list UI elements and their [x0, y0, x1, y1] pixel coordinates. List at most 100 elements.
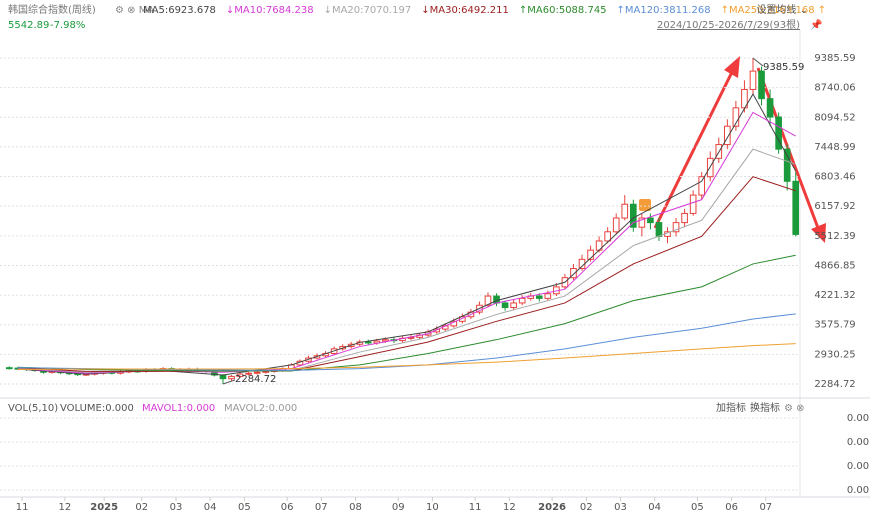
volume-tick-label: 0.00: [847, 461, 869, 472]
candle-body: [638, 217, 646, 228]
trend-arrows: [653, 56, 826, 243]
annotation-line: [222, 379, 236, 385]
candle-body: [655, 222, 663, 237]
legend-item: ↓MA10:7684.238: [226, 5, 314, 16]
candle-body: [792, 180, 800, 235]
y-tick-label: 6803.46: [814, 172, 855, 183]
low-annotation: 2284.72: [235, 374, 276, 385]
candle-body: [758, 70, 765, 100]
legend-item: MA5:6923.678: [143, 5, 216, 16]
chart-title: 韩国综合指数(周线): [8, 3, 96, 16]
pin-icon[interactable]: 📌: [810, 18, 823, 31]
volume-item: MAVOL1:0.000: [142, 403, 215, 414]
candle-body: [236, 373, 244, 377]
candle-body: [433, 328, 441, 333]
y-tick-label: 5512.39: [814, 231, 855, 242]
annotation-line: [752, 57, 764, 67]
y-tick-label: 2284.72: [814, 379, 855, 390]
candle-body: [570, 268, 577, 279]
last-price: 5542.89: [8, 20, 49, 31]
x-tick-label: 11: [16, 502, 29, 513]
x-tick-label: 02: [135, 502, 148, 513]
x-tick-label: 05: [238, 502, 251, 513]
y-tick-label: 4221.32: [814, 290, 855, 301]
legend-item: ↑MA250:3163.168 ↑: [721, 5, 827, 16]
x-tick-label: 04: [648, 502, 661, 513]
plot: 9385.59 8740.06 8094.52 7448.99 6803.46 6157.…: [0, 53, 869, 513]
candle-body: [647, 217, 654, 224]
candle-body: [587, 249, 594, 260]
y-tick-label: 3575.79: [814, 320, 855, 331]
x-tick-label: 12: [58, 502, 71, 513]
x-tick-label: 09: [392, 502, 405, 513]
pane-icons[interactable]: ⚙ ⊗: [784, 403, 805, 414]
ma-line: [17, 254, 796, 372]
legend-item: ↓MA30:6492.211: [421, 5, 509, 16]
candle-body: [724, 125, 731, 146]
add-indicator[interactable]: 加指标: [716, 401, 746, 414]
candle-body: [484, 295, 492, 306]
x-tick-label: 08: [349, 502, 362, 513]
high-annotation: 9385.59: [763, 62, 804, 73]
x-tick-label: 2025: [90, 502, 118, 513]
x-tick-label: 06: [725, 502, 738, 513]
legend-item: ↓MA20:7070.197: [324, 5, 412, 16]
up-arrow-head: [724, 56, 740, 78]
candle-body: [766, 98, 774, 118]
y-tick-label: 6157.92: [814, 201, 855, 212]
down-arrow: [756, 67, 820, 229]
candle-body: [253, 371, 261, 374]
x-tick-label: 04: [204, 502, 217, 513]
y-tick-label: 9385.59: [814, 53, 855, 64]
candle-body: [228, 375, 235, 380]
legend: MA5:6923.678 ↓MA10:7684.238 ↓MA20:7070.197…: [143, 5, 826, 16]
candle-body: [621, 203, 629, 219]
x-tick-label: 12: [503, 502, 516, 513]
candle-body: [518, 297, 526, 304]
x-tick-label: 07: [315, 502, 328, 513]
swap-indicator[interactable]: 换指标: [750, 401, 780, 414]
candle-body: [245, 372, 252, 375]
candle-body: [629, 203, 637, 228]
range-label: 2024/10/25-2026/7/29(93根): [657, 18, 800, 31]
volume-tick-label: 0.00: [847, 485, 869, 496]
volume-title: VOL(5,10): [8, 403, 58, 414]
x-tick-label: 11: [469, 502, 482, 513]
marker-icon[interactable]: [639, 199, 651, 211]
up-arrow: [653, 69, 735, 229]
candle-body: [612, 217, 620, 233]
candle-body: [501, 302, 509, 309]
candle-body: [544, 293, 552, 299]
candle-body: [698, 176, 706, 196]
candle-body: [604, 231, 611, 242]
x-tick-label: 2026: [538, 502, 566, 513]
toolbar-icons[interactable]: ⚙ ⊗ MA: [115, 5, 154, 16]
volume-tick-label: 0.00: [847, 437, 869, 448]
settings-button[interactable]: 设置均线 ⌄: [756, 3, 808, 16]
ma-line: [17, 343, 796, 371]
candle-body: [364, 341, 372, 344]
candle-body: [672, 222, 680, 233]
x-tick-label: 05: [691, 502, 704, 513]
candle-body: [749, 70, 757, 90]
y-tick-label: 8740.06: [814, 83, 855, 94]
candle-body: [5, 367, 13, 370]
candle-body: [535, 295, 543, 299]
candle-body: [510, 302, 517, 309]
change: -7.98%: [50, 20, 85, 31]
x-tick-label: 06: [281, 502, 294, 513]
x-tick-label: 07: [759, 502, 772, 513]
candle-body: [775, 116, 782, 150]
x-tick-label: 02: [580, 502, 593, 513]
y-tick-label: 2930.25: [814, 349, 855, 360]
candle-body: [732, 107, 740, 127]
candle-body: [783, 148, 791, 182]
x-tick-label: 03: [614, 502, 627, 513]
x-tick-label: 03: [170, 502, 183, 513]
volume-item: MAVOL2:0.000: [224, 403, 297, 414]
candle-body: [689, 194, 697, 214]
y-tick-label: 8094.52: [814, 112, 855, 123]
ma-line: [17, 176, 796, 372]
